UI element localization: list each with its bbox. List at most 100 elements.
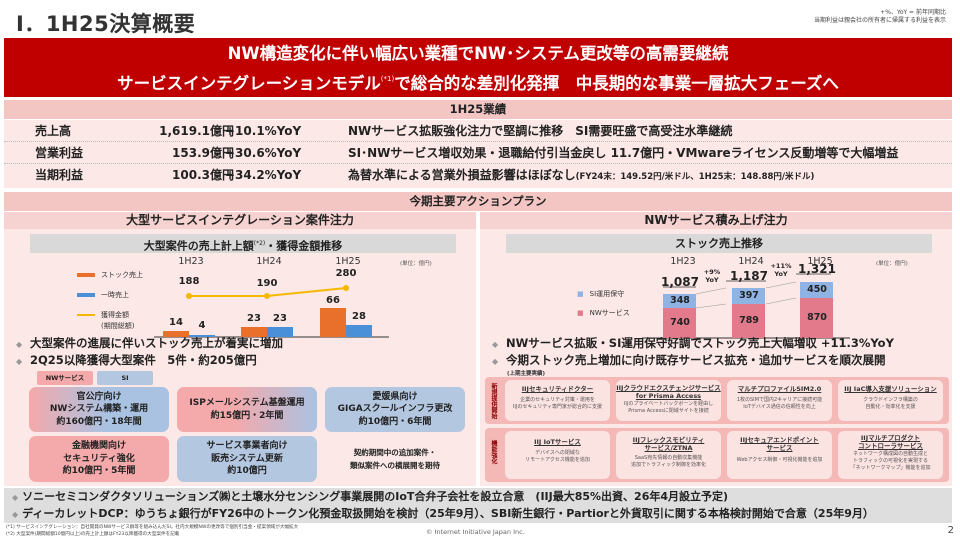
case-isp-mail: ISPメールシステム基盤運用 約15億円・2年間 (177, 387, 317, 432)
service-card[interactable]: マルチプロファイルSIM2.0 1枚のSIMで国内2キャリアに接続可能 IoTデバ… (727, 380, 832, 421)
results-table: 売上高 1,619.1億円 +10.1%YoY NWサービス拡販強化注力で堅調に… (4, 120, 952, 188)
case-line: ISPメールシステム基盤運用 (189, 398, 305, 408)
legend-swatch-orange (77, 273, 95, 277)
news-item: ◆ ディーカレットDCP：ゆうちょ銀行がFY26中のトークン化預金取扱開始を検討（… (4, 505, 952, 522)
tag-si: SI (97, 371, 153, 385)
x-label: 1H23 (670, 256, 696, 267)
bar-stock-1h25 (320, 308, 346, 337)
legend-swatch-line (77, 314, 95, 316)
service-card[interactable]: IIJ IaC導入支援ソリューションクラウドインフラ構築の 自動化・効率化を支援 (838, 380, 943, 421)
row-value: 100.3億円 (172, 168, 234, 182)
service-group-new: 新規提供開始 IIJセキュリティドクター企業のセキュリティ対策・運用を IIJの… (485, 377, 949, 424)
case-line: セキュリティ強化 (63, 453, 135, 464)
service-desc: クラウドインフラ構築の 自動化・効率化を支援 (863, 397, 918, 410)
service-desc: IIJのプライベートバックボーンを経由し Prisma Accessに閉域サイト… (623, 401, 714, 414)
legend-label: (期間総額) (101, 322, 135, 330)
service-card[interactable]: IIJフレックスモビリティ サービス/ZTNA SaaS宛先情報の自動収集機能 追… (616, 431, 721, 479)
note-profit: 当期利益は親会社の所有者に帰属する利益を表示 (813, 17, 946, 24)
row-desc: 為替水準による営業外損益影響はほぼなし(FY24末：149.52円/米ドル、1H… (348, 164, 814, 188)
legend-label: SI運用保守 (589, 290, 625, 298)
footnote-1: (*1) サービスインテグレーション：自社開発のNWサービス群等を組み込んだSI… (6, 525, 299, 530)
case-line: NWシステム構築・運用 (49, 404, 149, 415)
footnote-2: (*2) 大型案件(期間総額10億円以上)の売上計上額はFY23以降獲得の大型案… (6, 532, 180, 537)
case-expectation-note: 契約期間中の追加案件・ 類似案件への横展開を期待 (325, 436, 465, 482)
bar-value: 870 (807, 312, 827, 323)
service-card[interactable]: IIJクラウドエクスチェンジサービス for Prisma Access IIJの… (616, 380, 721, 421)
bullet-item: ◆ NWサービス拡販・SI運用保守好調でストック売上大幅増収 +11.3%YoY (492, 335, 894, 352)
service-card[interactable]: IIJマルチプロダクト コントローラサービス ネットワーク構成図の自動生成と トラ… (838, 431, 943, 479)
service-card[interactable]: IIJセキュリティドクター企業のセキュリティ対策・運用を IIJのセキュリティ専… (505, 380, 610, 421)
group-side-label: 機能強化 (490, 440, 497, 464)
row-yoy: +10.1%YoY (225, 124, 302, 138)
service-name: IIJセキュアエンドポイント サービス (740, 436, 819, 452)
service-desc: ネットワーク構成図の自動生成と トラフィックの可視化を実現する 「ネットワークマ… (850, 451, 931, 471)
left-chart-unit: (単位：億円) (400, 261, 432, 267)
line-value: 280 (335, 268, 357, 279)
legend-si-ops: ■ SI運用保守 (577, 289, 624, 299)
bullet-item: ◆ 大型案件の進展に伴いストック売上が着実に増加 (16, 335, 283, 352)
case-line: 愛媛県向け (372, 391, 418, 402)
diamond-icon: ◆ (12, 493, 19, 502)
bullet-text: 大型案件の進展に伴いストック売上が着実に増加 (30, 336, 283, 350)
banner-line-2: サービスインテグレーションモデル(*1)で総合的な差別化発揮 中長期的な事業一層… (4, 66, 952, 97)
chart-title-main: 大型案件の売上計上額 (143, 239, 254, 253)
service-name: IIJ IaC導入支援ソリューション (844, 385, 937, 393)
line-value: 188 (178, 276, 200, 287)
case-line: 約15億円・2年間 (210, 410, 284, 421)
legend-period-total: (期間総額) (101, 321, 134, 331)
bar-nw-1h24 (732, 304, 765, 338)
case-line: 金融機関向け (71, 441, 126, 452)
banner-line-1: NW構造変化に伴い幅広い業種でNW･システム更改等の高需要継続 (227, 44, 729, 63)
right-chart-title: ストック売上推移 (506, 234, 932, 253)
bar-nw-1h25 (800, 298, 833, 338)
service-desc: 企業のセキュリティ対策・運用を IIJのセキュリティ専門家が総合的に支援 (512, 397, 603, 410)
right-chart-unit: (単位：億円) (876, 261, 908, 267)
total-value: 1,187 (730, 269, 768, 283)
service-card[interactable]: IIJセキュアエンドポイント サービス Webアクセス制御・可視化機能を追加 (727, 431, 832, 479)
acquired-amount-line (154, 285, 389, 338)
group-side-label: 新規提供開始 (490, 383, 497, 419)
legend-stock: ストック売上 (77, 270, 143, 280)
legend-acquired: 獲得金額 (77, 310, 129, 320)
legend-swatch-blue (77, 293, 95, 297)
bar-value: 4 (198, 320, 206, 331)
service-desc: デバイスへの閉域な リモートアクセス機能を追加 (525, 450, 590, 463)
bar-onetime-1h25 (346, 325, 372, 337)
results-row-net-profit: 当期利益 100.3億円 +34.2%YoY 為替水準による営業外損益影響はほぼ… (4, 164, 952, 186)
service-name: IIJセキュリティドクター (521, 385, 594, 393)
service-name: IIJ IoTサービス (534, 438, 581, 446)
service-name: IIJマルチプロダクト コントローラサービス (858, 434, 923, 450)
case-line: 約10億円・6年間 (358, 416, 432, 427)
bullet-item: ◆ 今期ストック売上増加に向け既存サービス拡充・追加サービスを順次展開 (492, 352, 894, 369)
left-panel: 大型サービスインテグレーション案件注力 大型案件の売上計上額(*2)・獲得金額推… (4, 212, 476, 486)
row-label: 売上高 (35, 124, 72, 138)
service-name: IIJクラウドエクスチェンジサービス for Prisma Access (616, 384, 721, 400)
case-line: サービス事業者向け (206, 441, 288, 452)
service-card[interactable]: IIJ IoTサービスデバイスへの閉域な リモートアクセス機能を追加 (505, 431, 610, 479)
service-desc: 1枚のSIMで国内2キャリアに接続可能 IoTデバイス通信の信頼性を向上 (736, 397, 823, 410)
legend-label: ストック売上 (101, 271, 143, 279)
total-value: 1,087 (661, 275, 699, 289)
case-ehime: 愛媛県向け GIGAスクールインフラ更改 約10億円・6年間 (325, 387, 465, 432)
legend-onetime: 一時売上 (77, 290, 129, 300)
bar-stock-1h23 (163, 331, 189, 337)
row-desc-main: 為替水準による営業外損益影響はほぼなし (348, 168, 576, 182)
right-bullets: ◆ NWサービス拡販・SI運用保守好調でストック売上大幅増収 +11.3%YoY … (492, 335, 894, 369)
row-yoy: +34.2%YoY (225, 168, 302, 182)
headline-banner: NW構造変化に伴い幅広い業種でNW･システム更改等の高需要継続 サービスインテグ… (4, 38, 952, 97)
case-financial: 金融機関向け セキュリティ強化 約10億円・5年間 (29, 436, 169, 482)
page-number: 2 (947, 525, 954, 536)
page-title: Ⅰ．1H25決算概要 (16, 12, 196, 36)
action-plan-heading: 今期主要アクションプラン (4, 192, 952, 211)
chart-title-post: ・獲得金額推移 (265, 239, 343, 253)
results-row-sales: 売上高 1,619.1億円 +10.1%YoY NWサービス拡販強化注力で堅調に… (4, 120, 952, 142)
bullet-text: 2Q25以降獲得大型案件 5件・約205億円 (30, 353, 257, 367)
row-value: 153.9億円 (172, 146, 234, 160)
bar-stock-1h24 (241, 327, 267, 337)
x-label: 1H25 (335, 256, 361, 267)
bar-si-ops-1h23 (663, 294, 696, 308)
service-desc: Webアクセス制御・可視化機能を追加 (736, 457, 823, 463)
left-bullets: ◆ 大型案件の進展に伴いストック売上が着実に増加 ◆ 2Q25以降獲得大型案件 5件… (16, 335, 283, 369)
bar-nw-1h23 (663, 308, 696, 338)
bar-value: 348 (670, 295, 690, 306)
